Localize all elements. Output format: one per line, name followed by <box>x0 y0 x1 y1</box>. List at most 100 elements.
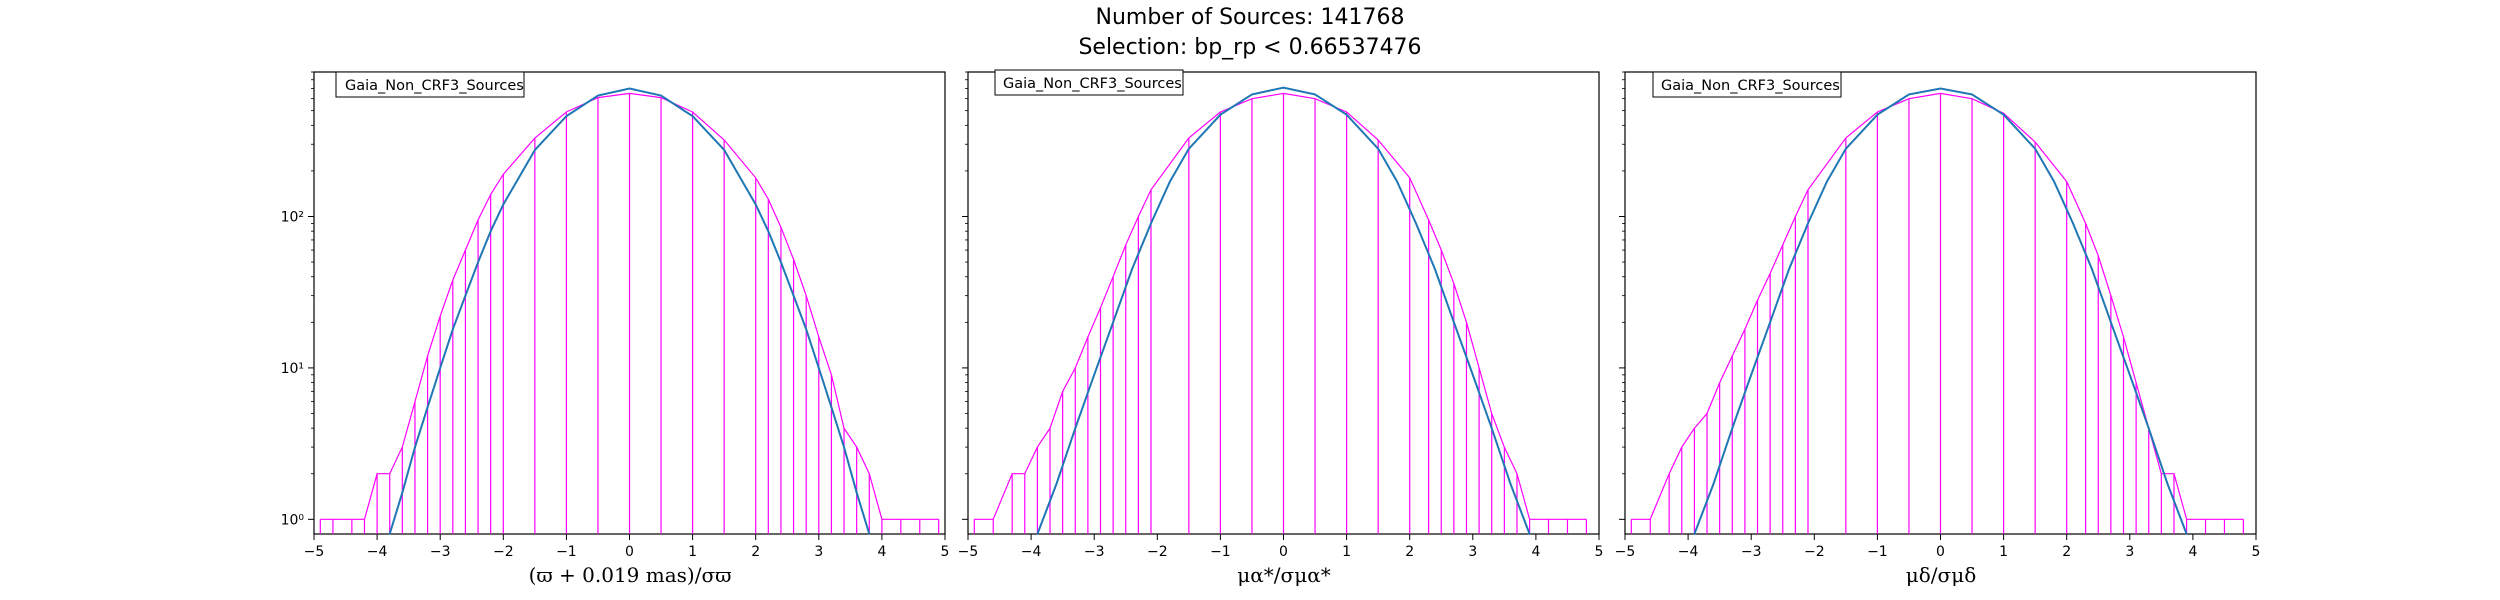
x-tick-label: −4 <box>1021 544 1042 560</box>
fit-point <box>1826 180 1828 183</box>
panel-pmdec: −5 −4 −3 −2 −1 0 1 2 3 4 5 Gaia_Non_CRF3_Sources μ… <box>1615 71 2260 587</box>
fit-point <box>401 491 404 494</box>
fit-point <box>534 149 536 151</box>
x-tick-label: −2 <box>1804 544 1825 560</box>
legend-label: Gaia_Non_CRF3_Sources <box>1661 78 1840 94</box>
y-axis <box>1619 71 1625 520</box>
fit-point <box>1188 147 1190 150</box>
fit-point <box>1490 427 1493 429</box>
fit-point <box>1908 93 1910 96</box>
fit-point <box>1807 222 1809 225</box>
x-tick-label: −4 <box>367 544 388 560</box>
x-tick-label: −5 <box>1615 544 1636 560</box>
fit-point <box>439 367 442 369</box>
x-tick-label: −5 <box>958 544 979 560</box>
fit-point <box>868 533 871 535</box>
fit-point <box>780 261 782 263</box>
x-axis: −5 −4 −3 −2 −1 0 1 2 3 4 5 <box>304 534 950 560</box>
fit-point <box>2129 374 2131 376</box>
fit-point <box>2034 147 2036 150</box>
fit-point <box>464 294 467 297</box>
fit-point <box>792 294 795 297</box>
legend-box <box>994 69 1184 96</box>
fit-point <box>2091 268 2093 270</box>
fit-point <box>1131 268 1133 270</box>
histogram-bars <box>319 93 940 534</box>
histogram-series <box>974 92 1587 520</box>
fit-point <box>1939 87 1942 90</box>
fit-point <box>1876 113 1879 116</box>
fit-point <box>1093 374 1095 376</box>
fit-point <box>830 406 833 409</box>
legend-box <box>335 71 525 98</box>
fit-point <box>1345 113 1348 116</box>
fit-point <box>2147 427 2150 429</box>
fit-point <box>1788 268 1790 270</box>
fit-point <box>1112 321 1114 324</box>
fit-point <box>818 367 820 369</box>
x-axis-label: (ϖ + 0.019 mas)/σϖ <box>529 563 732 587</box>
x-tick-label: 5 <box>1595 544 1604 560</box>
fit-point <box>1971 93 1973 96</box>
fit-point <box>452 328 454 331</box>
fit-point <box>1509 483 1512 486</box>
x-tick-label: 3 <box>814 544 823 560</box>
y-tick-label: 10⁰ <box>281 512 305 528</box>
x-tick-label: 5 <box>941 544 950 560</box>
fit-point <box>597 94 599 97</box>
x-tick-label: −3 <box>1084 544 1105 560</box>
fit-point <box>1472 374 1474 376</box>
panel-pmra: −5 −4 −3 −2 −1 0 1 2 3 4 5 Gaia_Non_CRF3_Sources μ… <box>958 69 1604 587</box>
legend-box <box>1652 71 1842 98</box>
figure-title-line1: Number of Sources: 141768 <box>1096 5 1405 30</box>
fit-point <box>1731 427 1734 429</box>
x-tick-label: −3 <box>430 544 451 560</box>
fit-point <box>414 446 416 448</box>
legend-label: Gaia_Non_CRF3_Sources <box>345 78 524 94</box>
x-tick-label: 2 <box>1405 544 1414 560</box>
panel-parallax: 10⁰ 10¹ 10² −5 −4 −3 −2 −1 0 1 2 3 4 5 Gaia_Non_CRF3… <box>281 71 950 587</box>
x-tick-label: 4 <box>877 544 886 560</box>
fit-point <box>628 87 631 90</box>
fit-point <box>2002 113 2005 116</box>
fit-point <box>426 406 429 409</box>
x-tick-label: −2 <box>493 544 514 560</box>
x-axis-label: μδ/σμδ <box>1906 563 1976 587</box>
fit-point <box>1453 321 1455 324</box>
x-tick-label: −4 <box>1678 544 1699 560</box>
x-tick-label: 2 <box>751 544 760 560</box>
fit-point <box>1415 222 1417 225</box>
fit-point <box>1769 321 1771 324</box>
fit-point <box>1074 427 1077 429</box>
x-tick-label: −5 <box>304 544 325 560</box>
x-tick-label: 1 <box>1999 544 2008 560</box>
fit-point <box>2072 222 2074 225</box>
fit-point <box>754 203 757 206</box>
fit-point <box>691 115 694 117</box>
x-tick-label: 0 <box>1936 544 1945 560</box>
fit-point <box>1377 147 1379 150</box>
fit-point <box>767 230 770 232</box>
x-tick-label: 3 <box>2125 544 2134 560</box>
fit-point <box>1396 180 1398 183</box>
histogram-series <box>1631 92 2244 520</box>
fit-point <box>1434 268 1436 270</box>
x-tick-label: −2 <box>1147 544 1168 560</box>
x-tick-label: −1 <box>556 544 577 560</box>
x-tick-label: −3 <box>1741 544 1762 560</box>
fit-point <box>1036 533 1039 535</box>
x-axis: −5 −4 −3 −2 −1 0 1 2 3 4 5 <box>958 534 1604 560</box>
fit-point <box>1693 533 1696 535</box>
fit-point <box>723 149 725 151</box>
fit-point <box>1712 483 1715 486</box>
fit-point <box>1219 113 1222 116</box>
histogram-series <box>320 92 939 520</box>
fit-point <box>1282 86 1285 89</box>
fit-point <box>477 261 479 263</box>
legend-label: Gaia_Non_CRF3_Sources <box>1003 76 1182 92</box>
y-axis <box>962 71 968 520</box>
fit-point <box>1251 93 1253 96</box>
fit-point <box>2185 533 2188 535</box>
x-tick-label: 1 <box>688 544 697 560</box>
